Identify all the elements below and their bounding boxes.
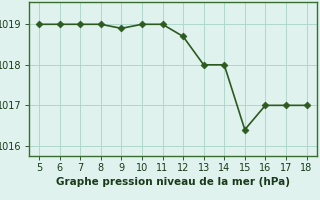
X-axis label: Graphe pression niveau de la mer (hPa): Graphe pression niveau de la mer (hPa) [56,177,290,187]
